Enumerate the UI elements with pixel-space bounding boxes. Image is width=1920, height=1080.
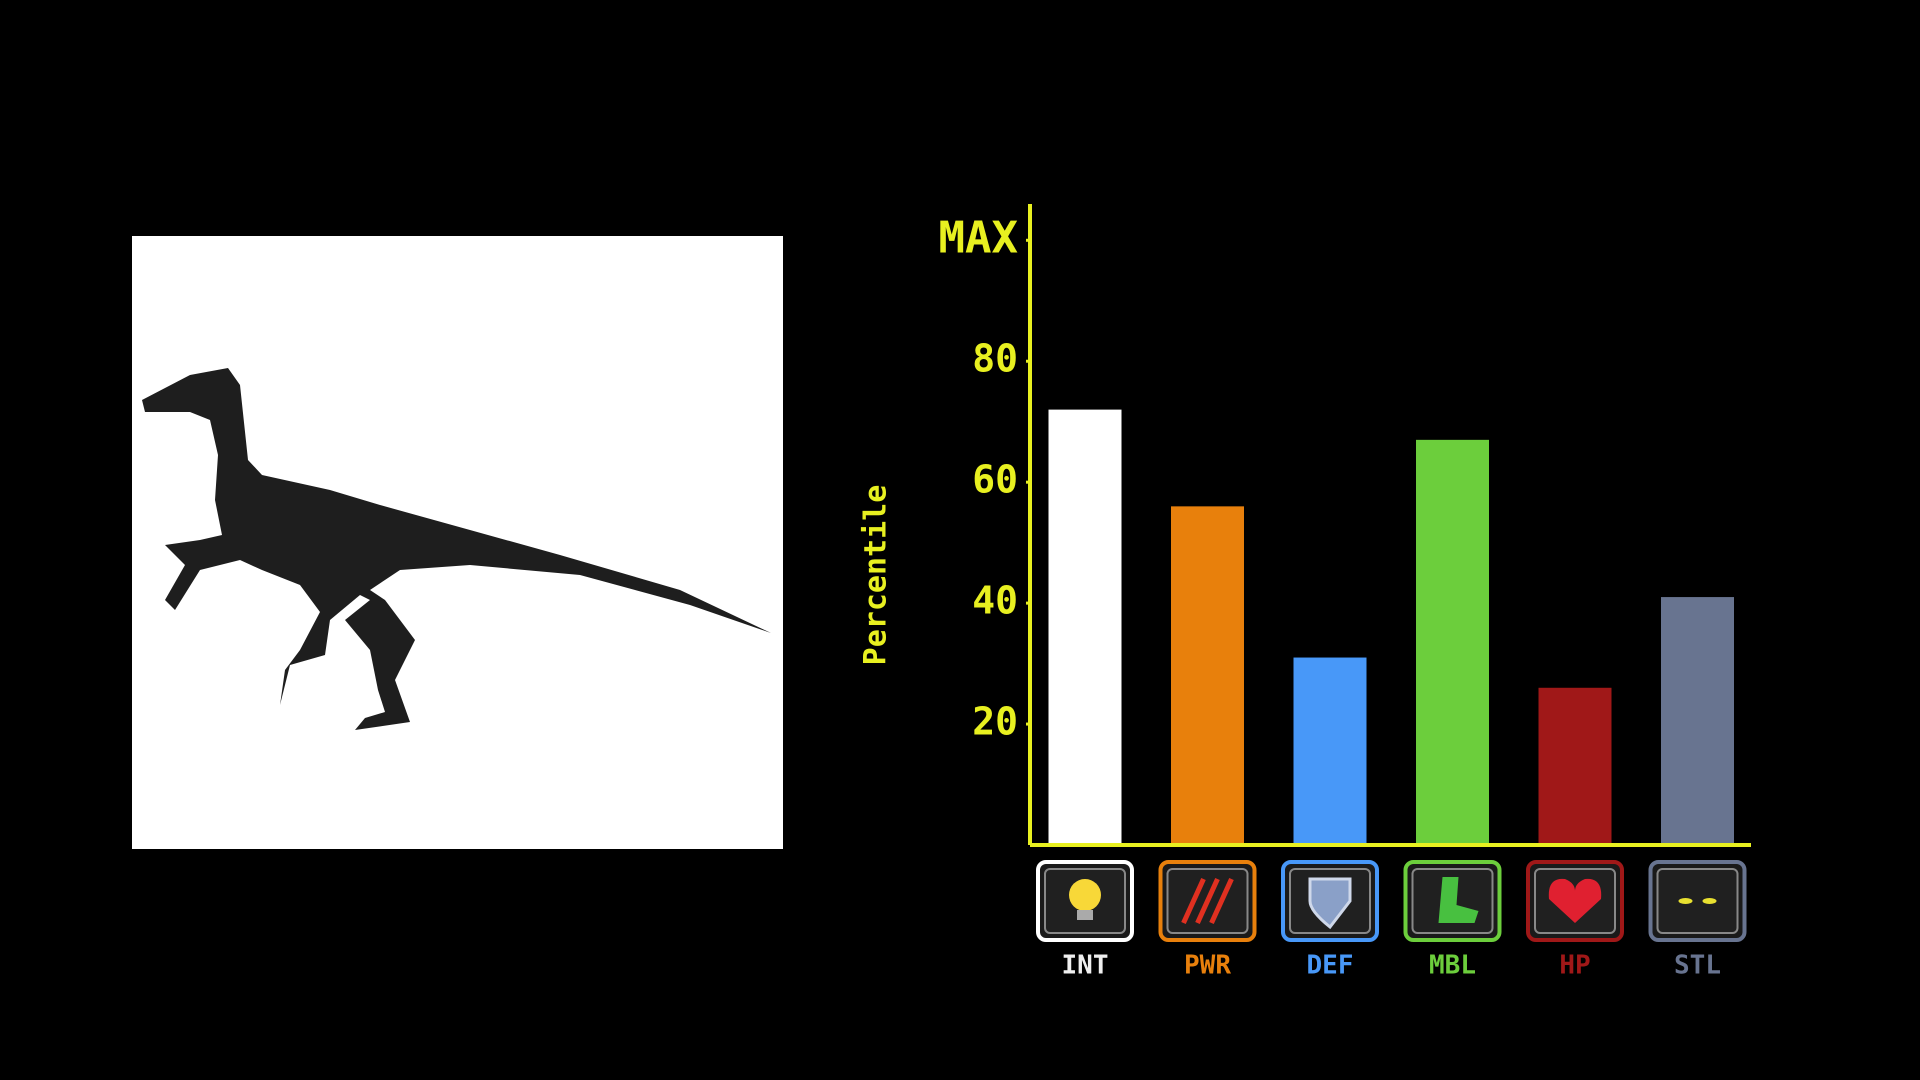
bulb-base [1077, 910, 1093, 920]
shield [1308, 877, 1352, 930]
x-tick-label: STL [1674, 951, 1721, 981]
stat-icon [1403, 860, 1502, 942]
bar [1293, 657, 1367, 845]
bar [1416, 439, 1489, 845]
stat-icon [1158, 860, 1257, 942]
claw [1195, 877, 1220, 925]
claw [1209, 877, 1234, 925]
x-tick-label: INT [1062, 951, 1109, 981]
y-axis-label: Percentile [859, 485, 894, 666]
heart [1548, 878, 1602, 923]
eye [1702, 898, 1717, 904]
y-tick-label: 20 [972, 700, 1018, 744]
x-tick-label: PWR [1184, 951, 1231, 981]
stat-icon [1526, 860, 1624, 942]
x-tick-label: HP [1559, 951, 1590, 981]
stat-icon [1281, 860, 1379, 942]
bar [1661, 597, 1734, 845]
bulb [1069, 879, 1101, 911]
x-tick-label: DEF [1307, 951, 1354, 981]
stat-icon [1648, 860, 1747, 942]
claw [1181, 877, 1206, 925]
dinosaur-silhouette [142, 368, 771, 730]
y-tick-label: MAX [939, 212, 1018, 263]
bar [1048, 409, 1122, 845]
eye [1678, 898, 1693, 904]
stat-icon [1036, 860, 1134, 942]
y-tick-label: 60 [972, 458, 1018, 502]
boot [1438, 877, 1479, 923]
y-tick-label: 80 [972, 337, 1018, 381]
icon-inner [1656, 868, 1739, 934]
bar [1171, 506, 1244, 845]
y-tick-label: 40 [972, 579, 1018, 623]
bar [1538, 687, 1612, 845]
x-tick-label: MBL [1429, 951, 1476, 981]
